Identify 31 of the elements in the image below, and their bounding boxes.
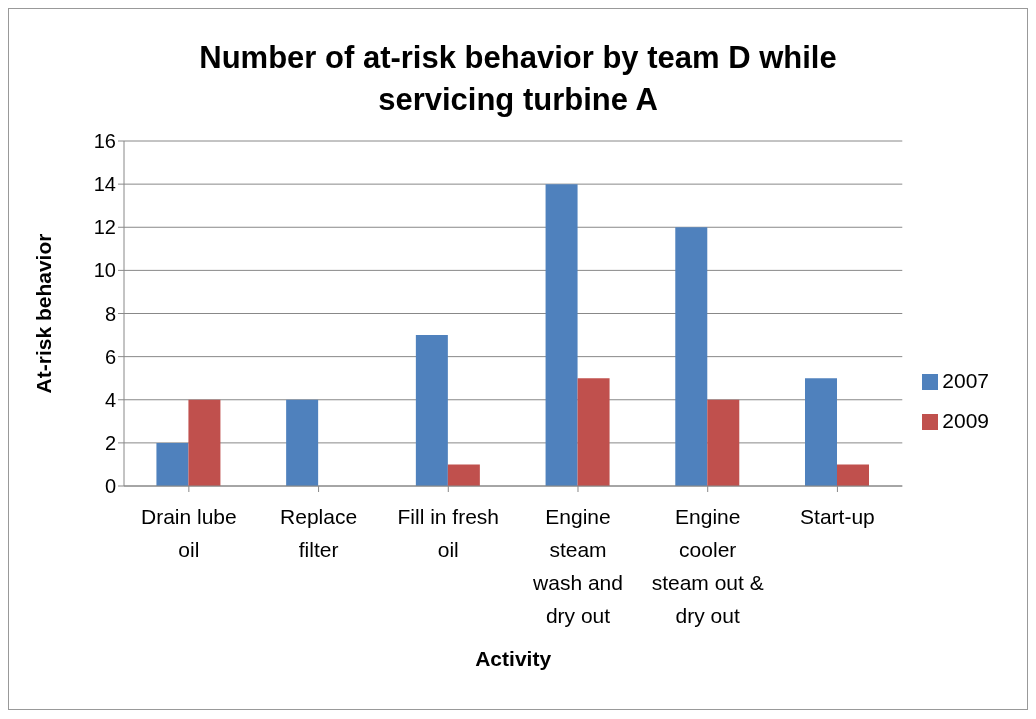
y-axis-title: At-risk behavior [32, 233, 56, 394]
y-tick-label: 6 [104, 345, 116, 368]
x-tick-label: Engine steam wash and dry out [532, 505, 623, 627]
bar [156, 442, 189, 486]
legend-label: 2007 [942, 369, 989, 392]
bar [415, 335, 448, 486]
bar [545, 184, 578, 486]
legend-label: 2009 [942, 409, 989, 432]
x-tick-label: Replace filter [280, 505, 358, 561]
bar [675, 227, 708, 486]
bar [577, 378, 610, 486]
bar [805, 378, 837, 486]
y-tick-label: 8 [104, 302, 116, 325]
y-tick-label: 0 [104, 475, 116, 498]
y-tick-label: 14 [93, 173, 116, 196]
bar [188, 399, 221, 486]
bar [286, 399, 319, 486]
bar [837, 464, 869, 486]
x-tick-label: Start-up [800, 505, 875, 528]
x-tick-label: Engine cooler steam out & dry out [651, 505, 764, 627]
chart-title: Number of at-risk behavior by team D while servicing turbine A [198, 39, 838, 119]
y-tick-label: 12 [93, 216, 116, 239]
bar [447, 464, 480, 486]
y-tick-label: 10 [93, 259, 116, 282]
y-tick-label: 16 [93, 130, 116, 153]
bar [707, 399, 740, 486]
x-tick-label: Drain lube oil [140, 505, 237, 561]
x-tick-label: Fill in fresh oil [397, 505, 500, 561]
y-tick-label: 2 [104, 431, 116, 454]
y-tick-label: 4 [104, 388, 116, 411]
x-axis-title: Activity [475, 647, 552, 670]
